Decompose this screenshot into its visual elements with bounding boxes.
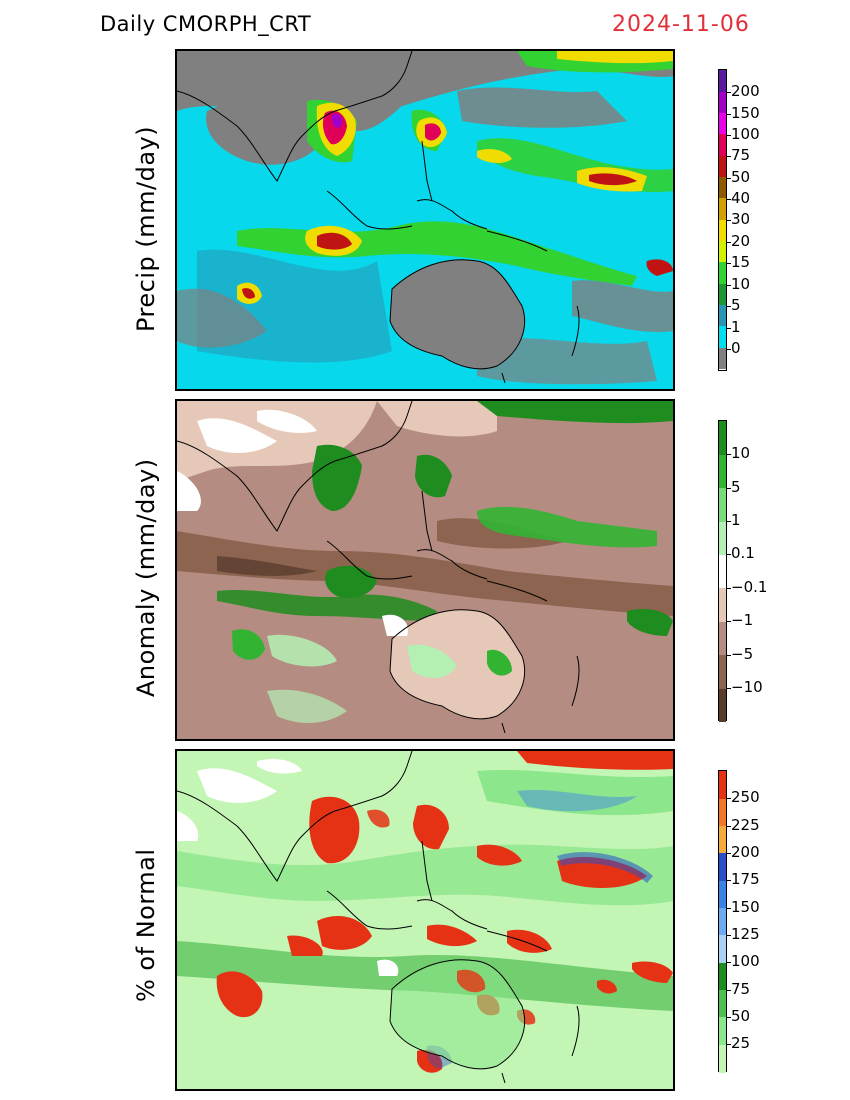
- precip-tick: 15: [725, 253, 751, 271]
- precip-tick: 50: [725, 168, 751, 186]
- date-label: 2024-11-06: [612, 12, 750, 37]
- precip-map: [175, 49, 675, 391]
- anomaly-tick: 5: [726, 478, 741, 496]
- precip-tick: 75: [725, 146, 751, 164]
- precip-tick: 20: [725, 232, 751, 250]
- anomaly-tick: −1: [725, 611, 754, 629]
- percent-normal-axis-label: % of Normal: [132, 848, 160, 1002]
- precip-tick: 0: [726, 339, 741, 357]
- percent-normal-tick: 200: [726, 843, 760, 861]
- percent-normal-tick: 175: [726, 870, 760, 888]
- precip-tick: 150: [726, 104, 760, 122]
- percent-normal-tick: 225: [726, 816, 760, 834]
- anomaly-map: [175, 399, 675, 741]
- anomaly-tick: 1: [726, 511, 741, 529]
- percent-normal-tick: 150: [726, 898, 760, 916]
- percent-normal-tick: 75: [725, 980, 751, 998]
- percent-normal-tick: 50: [725, 1007, 751, 1025]
- percent-normal-tick: 250: [726, 788, 760, 806]
- anomaly-tick: −5: [725, 645, 754, 663]
- anomaly-tick: 10: [725, 444, 751, 462]
- precip-tick: 5: [726, 296, 741, 314]
- percent-normal-colorbar: [718, 770, 727, 1073]
- percent-normal-tick: 100: [726, 952, 760, 970]
- percent-normal-tick: 125: [726, 925, 760, 943]
- precip-tick: 1: [726, 318, 741, 336]
- percent-normal-map: [175, 749, 675, 1091]
- anomaly-tick: 0.1: [726, 544, 755, 562]
- precip-tick: 30: [725, 210, 751, 228]
- precip-tick: 10: [725, 275, 751, 293]
- precip-axis-label: Precip (mm/day): [132, 125, 160, 332]
- product-title: Daily CMORPH_CRT: [100, 12, 312, 36]
- percent-normal-tick: 25: [725, 1034, 751, 1052]
- precip-tick: 200: [726, 82, 760, 100]
- precip-tick: 100: [726, 125, 760, 143]
- anomaly-axis-label: Anomaly (mm/day): [132, 458, 160, 697]
- anomaly-colorbar: [718, 420, 727, 722]
- anomaly-tick: −10: [726, 678, 763, 696]
- precip-tick: 40: [725, 189, 751, 207]
- anomaly-tick: −0.1: [725, 578, 768, 596]
